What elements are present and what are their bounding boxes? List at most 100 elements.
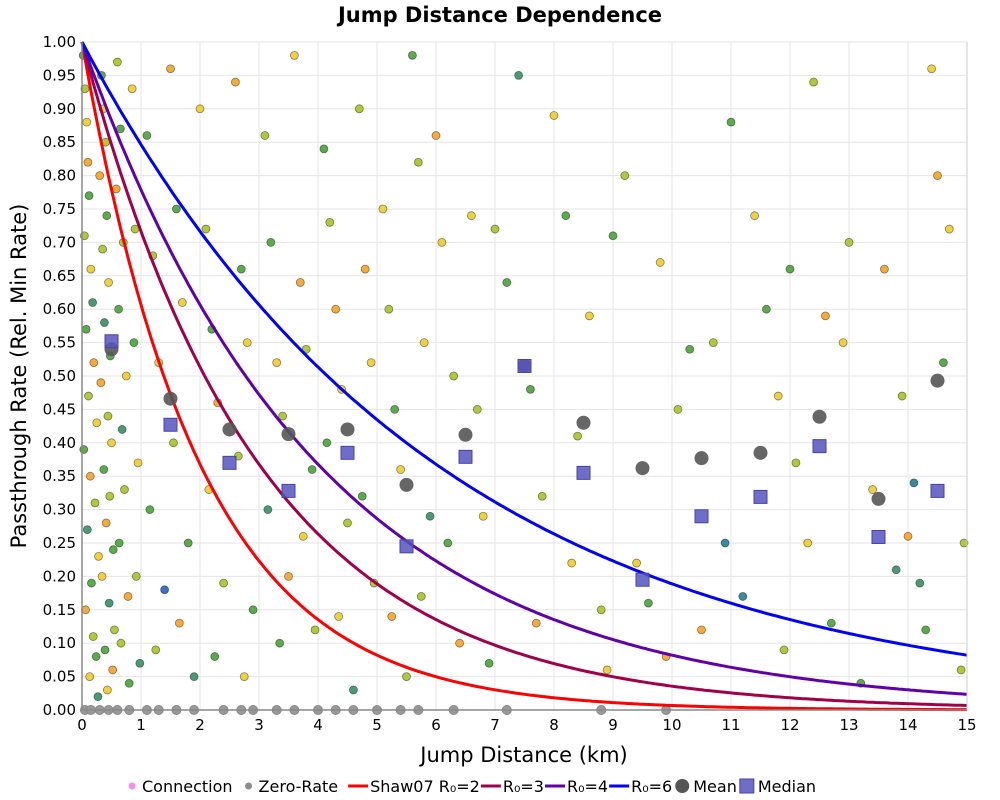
connection-point	[655, 258, 665, 267]
x-tick-label: 3	[254, 716, 264, 734]
connection-point	[96, 378, 106, 388]
x-tick-label: 9	[608, 716, 618, 734]
connection-point	[708, 338, 718, 348]
connection-point	[81, 324, 91, 334]
curve-r0-3	[80, 41, 968, 707]
connection-point	[549, 111, 559, 120]
y-tick-label: 0.55	[43, 334, 76, 352]
connection-point	[79, 445, 89, 454]
connection-point	[484, 658, 494, 668]
connection-point	[921, 625, 931, 635]
connection-point	[142, 131, 152, 140]
x-tick-label: 7	[490, 716, 500, 734]
y-tick-label: 0.30	[43, 501, 76, 519]
connection-point	[387, 612, 397, 621]
legend-label: R₀=6	[631, 777, 672, 796]
y-tick-label: 0.80	[43, 167, 76, 185]
x-tick-label: 15	[957, 716, 976, 734]
connection-point	[210, 652, 220, 661]
axes: 0 1 2 3 4 5 6 7 8 9 10 11 12 13 14 150.000.050.100.150.…	[43, 33, 977, 734]
connection-point	[909, 478, 919, 488]
x-tick-label: 0	[77, 716, 87, 734]
connection-point	[263, 505, 273, 515]
x-tick-label: 11	[721, 716, 740, 734]
mean-marker	[930, 373, 945, 388]
connection-point	[838, 338, 848, 348]
connection-point	[602, 665, 612, 675]
connection-point	[933, 171, 942, 181]
connection-point	[537, 491, 547, 501]
connection-point	[82, 117, 92, 127]
connection-point	[514, 71, 523, 80]
connection-point	[750, 211, 759, 221]
connection-point	[738, 592, 748, 601]
connection-point	[325, 217, 335, 227]
connection-point	[348, 685, 358, 695]
legend-label: Shaw07 R₀=2	[370, 777, 480, 796]
connection-point	[357, 491, 367, 501]
connection-point	[431, 131, 441, 140]
connection-point	[826, 618, 836, 628]
connection-point	[104, 278, 113, 287]
median-marker	[812, 439, 827, 454]
connection-point	[821, 311, 830, 321]
connection-point	[107, 438, 116, 448]
legend-label: Connection	[142, 777, 233, 796]
mean-median-markers	[104, 334, 945, 587]
connection-point	[366, 358, 376, 368]
connection-point	[944, 224, 954, 234]
connection-point	[101, 518, 111, 528]
connection-point	[343, 518, 352, 528]
y-tick-label: 0.15	[43, 601, 76, 619]
mean-marker	[399, 477, 414, 492]
y-axis-label: Passthrough Rate (Rel. Min Rate)	[7, 204, 31, 549]
connection-point	[407, 50, 417, 60]
y-tick-label: 0.65	[43, 267, 76, 285]
connection-point	[608, 231, 618, 241]
connection-point	[85, 672, 95, 681]
connection-point	[127, 84, 137, 94]
curve-r0-6	[80, 41, 968, 657]
connection-point	[791, 458, 801, 468]
connection-point	[80, 84, 90, 94]
connection-point	[166, 64, 175, 74]
x-tick-label: 2	[195, 716, 205, 734]
connection-point	[95, 171, 105, 181]
connection-point	[959, 538, 969, 548]
connection-point	[113, 57, 122, 67]
median-marker	[163, 417, 178, 432]
connection-point	[310, 625, 320, 635]
connection-point	[443, 538, 453, 548]
x-tick-label: 13	[839, 716, 858, 734]
connection-point	[151, 645, 161, 655]
connection-point	[466, 211, 476, 221]
x-tick-label: 12	[780, 716, 799, 734]
connection-point	[242, 338, 252, 348]
connection-point	[697, 625, 706, 635]
connection-point	[360, 264, 370, 274]
mean-marker	[163, 391, 178, 406]
y-tick-label: 0.35	[43, 467, 76, 485]
connection-point	[93, 692, 103, 702]
y-tick-label: 0.05	[43, 668, 76, 686]
y-tick-label: 0.50	[43, 367, 76, 385]
connection-point	[177, 298, 187, 307]
connection-point	[720, 538, 730, 548]
connection-point	[88, 298, 98, 307]
connection-point	[108, 545, 118, 555]
y-tick-label: 0.75	[43, 200, 76, 218]
connection-point	[278, 411, 288, 421]
connection-point	[174, 618, 184, 628]
mean-marker	[812, 409, 827, 424]
median-marker	[753, 489, 768, 504]
connection-point	[632, 558, 641, 568]
legend-marker-1	[245, 782, 253, 790]
connection-point	[673, 404, 683, 414]
connection-point	[773, 391, 783, 401]
connection-point	[248, 605, 258, 615]
connection-point	[98, 244, 108, 254]
connection-point	[844, 237, 854, 247]
connection-point	[567, 558, 577, 568]
mean-marker	[222, 422, 237, 437]
